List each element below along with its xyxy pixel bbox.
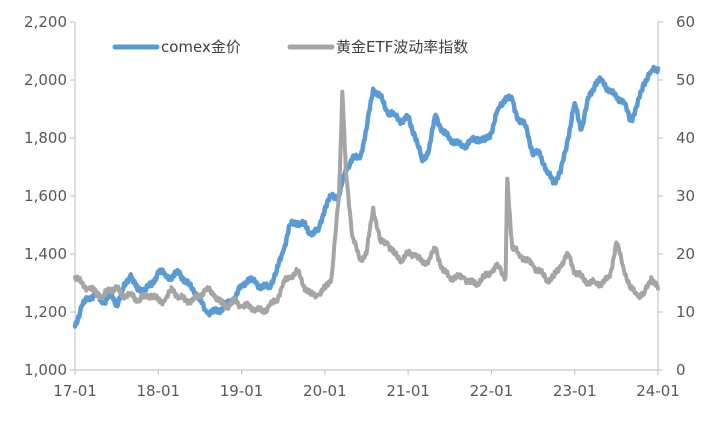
right-y-tick-label: 50 [676, 71, 695, 89]
right-y-tick-label: 10 [676, 303, 695, 321]
series-line-comex-gold [72, 64, 661, 329]
left-y-tick-label: 1,800 [24, 129, 67, 147]
left-y-tick-label: 2,200 [24, 13, 67, 31]
x-tick-label: 22-01 [470, 382, 514, 400]
x-tick-label: 23-01 [553, 382, 597, 400]
series-lines [72, 64, 661, 329]
left-y-tick-label: 1,400 [24, 245, 67, 263]
series-line-gold-etf-volatility [73, 89, 660, 316]
right-y-tick-label: 0 [676, 361, 686, 379]
tick-labels: 1,000 1,200 1,400 1,600 1,800 2,000 2,200 0 10 20… [24, 13, 695, 400]
x-tick-label: 21-01 [386, 382, 430, 400]
right-y-tick-label: 30 [676, 187, 695, 205]
x-tick-label: 17-01 [53, 382, 97, 400]
right-y-tick-label: 20 [676, 245, 695, 263]
left-y-tick-label: 1,200 [24, 303, 67, 321]
left-y-tick-label: 1,600 [24, 187, 67, 205]
left-y-tick-label: 2,000 [24, 71, 67, 89]
right-y-tick-label: 60 [676, 13, 695, 31]
x-tick-label: 24-01 [636, 382, 680, 400]
x-tick-label: 20-01 [303, 382, 347, 400]
right-y-tick-label: 40 [676, 129, 695, 147]
legend-label-comex-gold: comex金价 [161, 38, 241, 56]
legend: comex金价 黄金ETF波动率指数 [112, 38, 468, 56]
x-tick-label: 19-01 [220, 382, 264, 400]
legend-label-gold-etf-volatility: 黄金ETF波动率指数 [336, 38, 468, 56]
x-tick-label: 18-01 [136, 382, 180, 400]
axes [70, 21, 663, 375]
left-y-tick-label: 1,000 [24, 361, 67, 379]
